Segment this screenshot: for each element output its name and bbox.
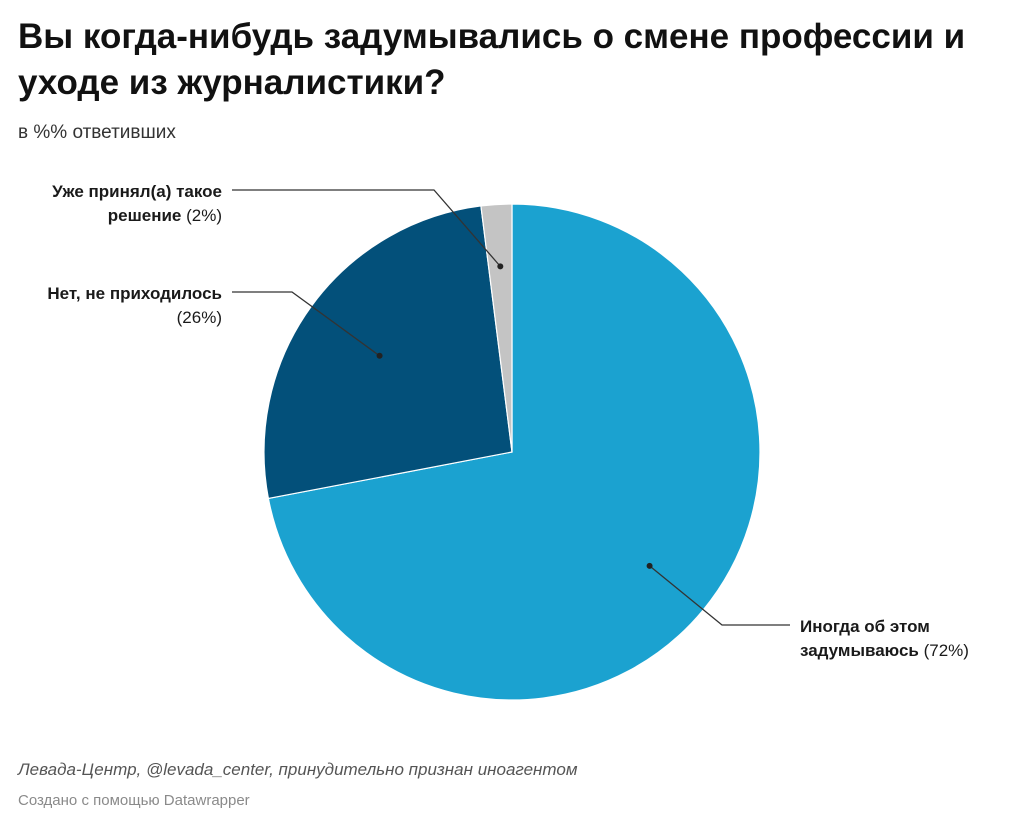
chart-title: Вы когда-нибудь задумывались о смене про… [18, 17, 966, 102]
leader-line-1 [649, 565, 790, 626]
leader-dot-1 [646, 562, 653, 569]
pie-chart: Иногда об этом задумываюсь (72%) Нет, не п… [47, 182, 969, 701]
pie-slice-3 [480, 203, 513, 453]
slice-value-1: (72%) [924, 641, 969, 660]
leader-line-2 [232, 291, 380, 357]
slice-value-3: (2%) [186, 206, 222, 225]
pie-slices [263, 203, 761, 701]
pie-annotations: Иногда об этом задумываюсь (72%) Нет, не п… [47, 182, 969, 660]
datawrapper-credit[interactable]: Создано с помощью Datawrapper [18, 792, 250, 809]
source-note: Левада-Центр, @levada_center, принудител… [18, 760, 578, 779]
leader-line-3 [232, 189, 501, 267]
slice-label-иногда-об-этом-задумываюсь: Иногда об этом задумываюсь (72%) [800, 617, 969, 660]
leader-dot-2 [376, 352, 383, 359]
slice-label-нет-не-приходилось: Нет, не приходилось (26%) [47, 284, 222, 327]
leader-dot-3 [497, 263, 504, 270]
slice-label-уже-принял-а-такое-решение: Уже принял(а) такое решение (2%) [52, 182, 222, 225]
chart-subtitle: в %% ответивших [18, 122, 176, 143]
pie-slice-2 [263, 205, 513, 500]
slice-value-2: (26%) [177, 308, 222, 327]
